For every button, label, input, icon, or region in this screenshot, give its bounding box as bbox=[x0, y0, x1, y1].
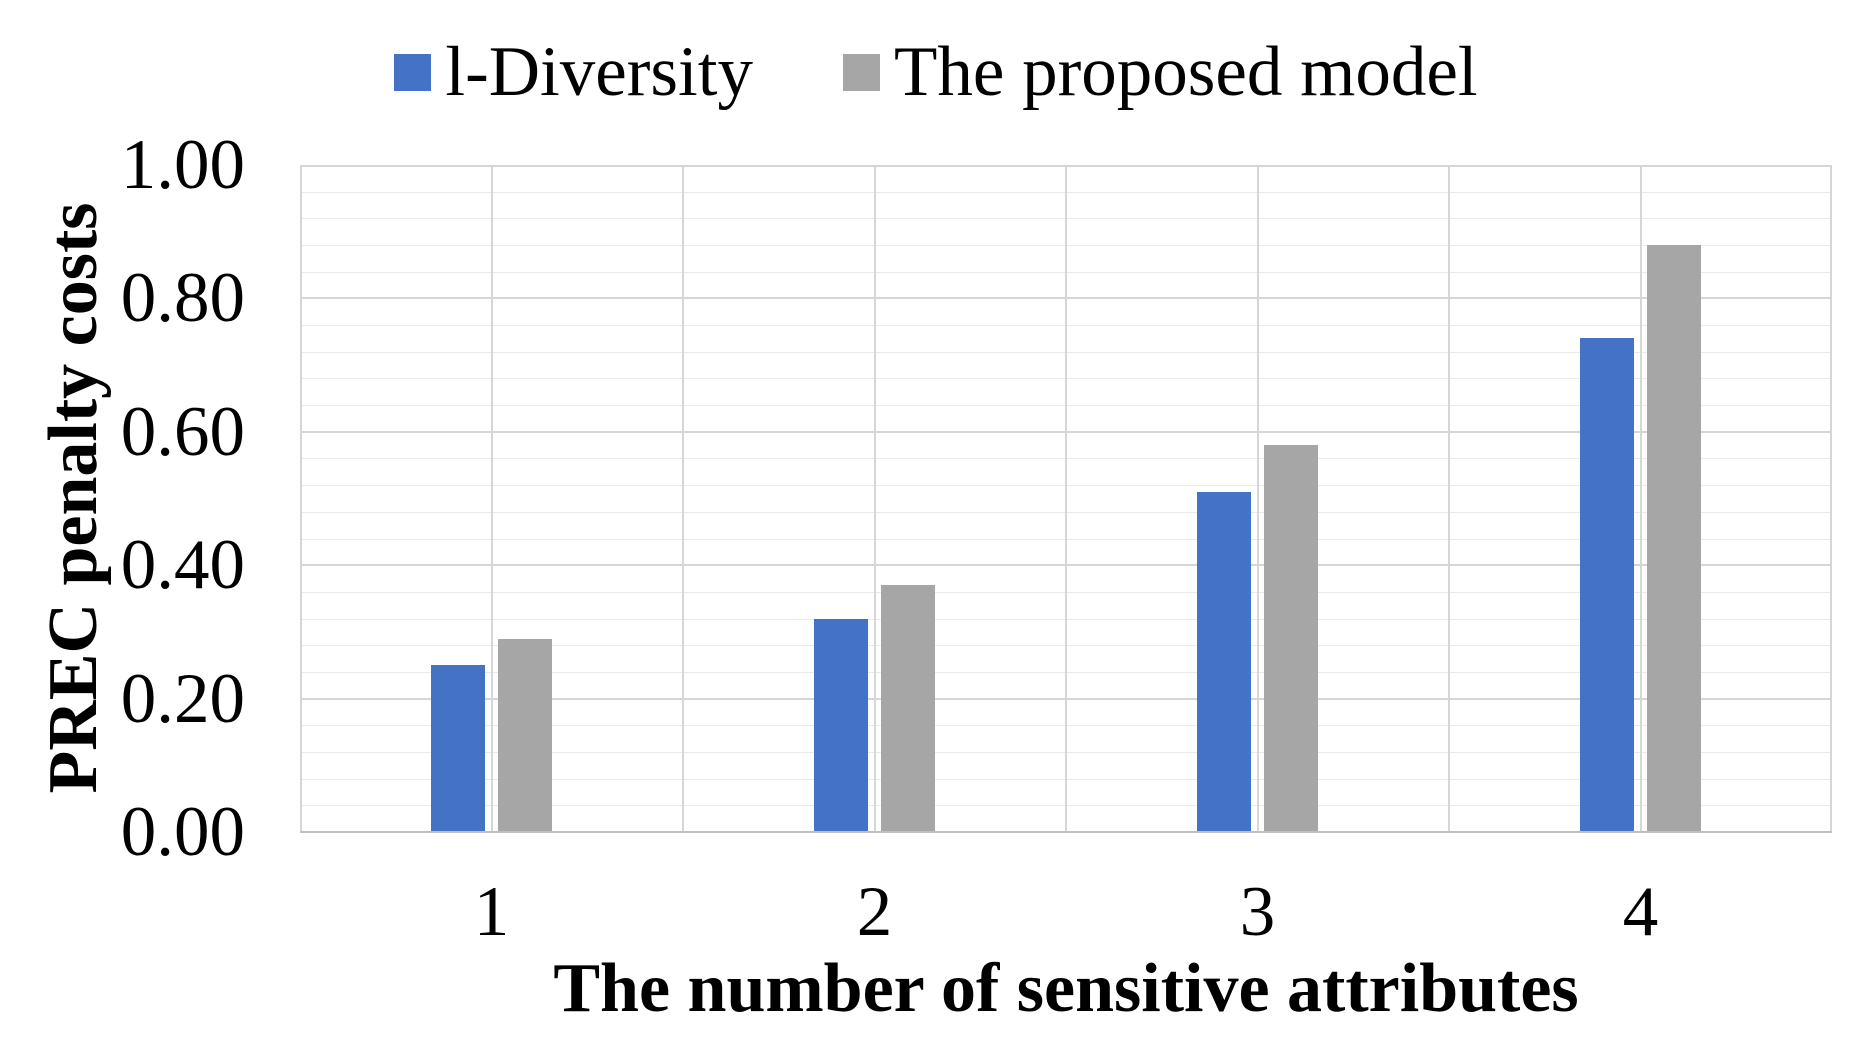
legend-item-proposed-model: The proposed model bbox=[842, 32, 1478, 111]
y-tick-label: 0.00 bbox=[120, 793, 245, 871]
vertical-gridline bbox=[490, 165, 493, 832]
x-tick-label: 2 bbox=[856, 873, 893, 951]
x-tick-label: 4 bbox=[1622, 873, 1659, 951]
y-tick-label: 0.20 bbox=[120, 659, 245, 738]
y-tick-label: 1.00 bbox=[120, 126, 245, 204]
plot-border-right bbox=[1830, 165, 1832, 832]
y-tick-label: 0.80 bbox=[120, 259, 245, 338]
x-axis-line bbox=[300, 831, 1832, 833]
bar-l-diversity-cat4 bbox=[1580, 338, 1634, 832]
vertical-gridline bbox=[1065, 165, 1067, 832]
legend-swatch-l-diversity bbox=[394, 53, 432, 91]
legend-label-l-diversity: l-Diversity bbox=[445, 32, 753, 111]
bar-proposed-model-cat3 bbox=[1264, 445, 1318, 832]
x-tick-label: 3 bbox=[1239, 873, 1276, 951]
y-tick-label: 0.60 bbox=[120, 392, 245, 471]
vertical-gridline bbox=[1448, 165, 1450, 832]
plot-area bbox=[300, 165, 1832, 833]
y-tick-label: 0.40 bbox=[120, 526, 245, 605]
bar-proposed-model-cat1 bbox=[498, 638, 552, 832]
x-tick-label: 1 bbox=[473, 873, 510, 951]
bar-proposed-model-cat4 bbox=[1647, 245, 1701, 832]
legend-swatch-proposed-model bbox=[842, 53, 880, 91]
x-axis-title: The number of sensitive attributes bbox=[553, 950, 1579, 1027]
vertical-gridline bbox=[682, 165, 684, 832]
legend: l-Diversity The proposed model bbox=[0, 24, 1872, 120]
bar-l-diversity-cat1 bbox=[431, 665, 485, 832]
bar-l-diversity-cat2 bbox=[814, 618, 868, 832]
bar-proposed-model-cat2 bbox=[881, 585, 935, 832]
vertical-gridline bbox=[873, 165, 876, 832]
bar-l-diversity-cat3 bbox=[1197, 491, 1251, 832]
vertical-gridline bbox=[1639, 165, 1642, 832]
legend-item-l-diversity: l-Diversity bbox=[394, 32, 753, 111]
legend-label-proposed-model: The proposed model bbox=[893, 32, 1478, 111]
vertical-gridline bbox=[1256, 165, 1259, 832]
plot-border-left bbox=[300, 165, 302, 832]
